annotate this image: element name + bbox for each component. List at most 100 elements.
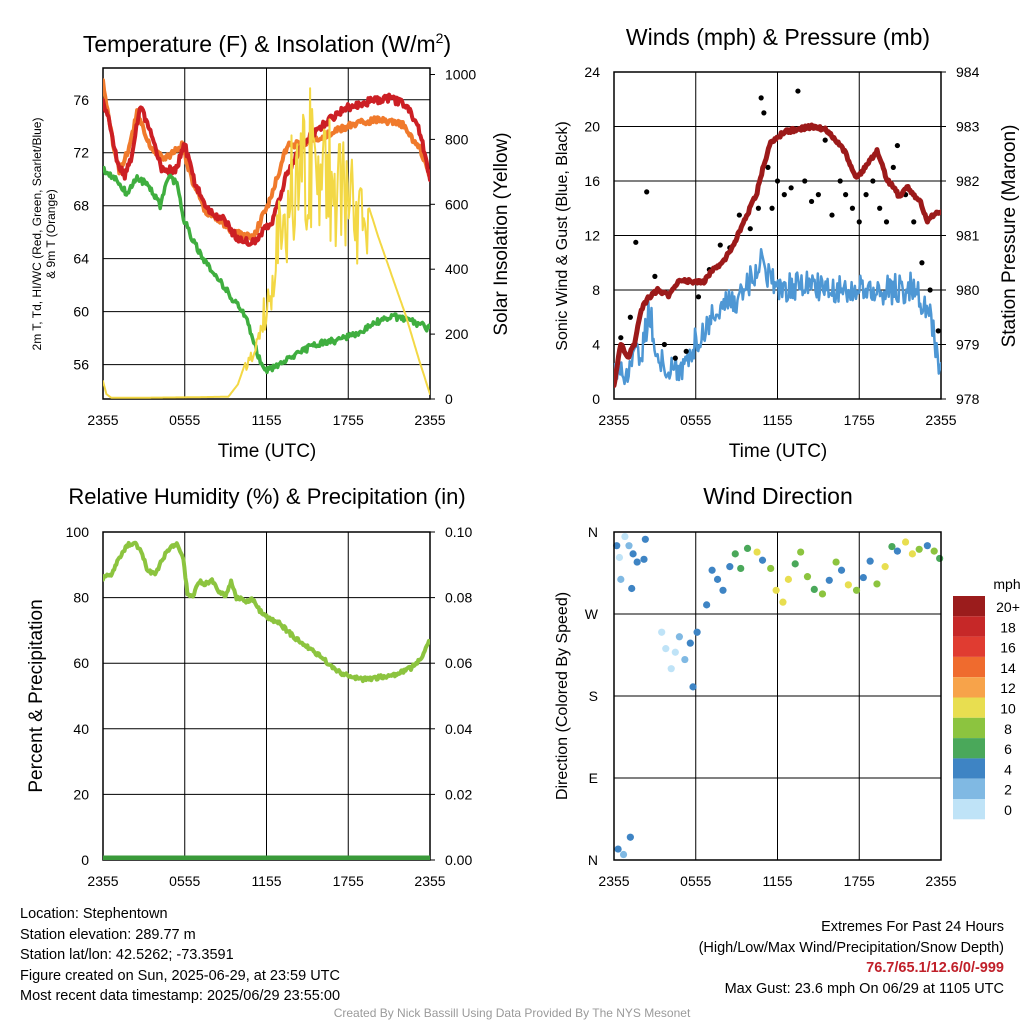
y-tick-label-right: 982 [956,173,980,189]
extremes-values: 76.7/65.1/12.6/0/-999 [866,960,1004,976]
y-tick-label-right: 0.02 [445,786,472,802]
x-tick-label: 1755 [844,873,875,889]
legend-swatch [953,778,985,799]
y-axis-label-right: Solar Insolation (Yellow) [491,132,512,335]
legend-swatch [953,717,985,739]
gust-point [815,192,821,198]
gust-point [774,178,781,184]
figure-created: Figure created on Sun, 2025-06-29, at 23… [20,967,340,984]
gust-point [761,110,767,116]
direction-point [893,547,902,555]
y-tick-label-left: 20 [73,786,89,802]
direction-point [667,665,675,673]
gust-point [890,164,896,170]
direction-point [779,598,787,606]
direction-point [825,576,833,584]
gust-point [927,287,933,293]
series-green [103,165,430,375]
x-tick-label: 2355 [598,412,629,428]
direction-point [719,586,727,594]
y-tick-label-right: 0.04 [445,721,472,737]
y-tick-label-right: 983 [956,119,980,135]
y-tick-label-left: 56 [73,357,89,373]
direction-point [915,545,923,553]
y-axis-label-right: Station Pressure (Maroon) [999,125,1020,348]
y-tick-label-left: N [588,524,598,540]
station-latlon: Station lat/lon: 42.5262; -73.3591 [20,947,234,963]
footer-credit: Created By Nick Bassill Using Data Provi… [333,1006,691,1020]
direction-point [614,845,622,853]
x-axis-label: Time (UTC) [218,441,317,462]
gust-point [843,192,849,198]
wind-series [614,88,941,389]
y-axis-label-left: 2m T, Td, HI/WC (Red, Green, Scarlet/Blu… [30,118,44,351]
legend-swatch [953,656,985,678]
direction-point [803,573,812,581]
gust-point [856,219,862,225]
direction-point [658,628,666,636]
gust-point [829,212,835,218]
panel-humidity: 0 20 40 60 80 100 0.00 0.02 0.04 0.06 0.08 0.10 2355… [26,484,472,889]
direction-point [619,850,628,859]
y-tick-label-left: N [588,852,598,868]
y-tick-label-left: S [589,688,598,704]
x-tick-label: 1155 [251,873,281,889]
plot-frame [613,531,942,861]
direction-point [731,550,739,558]
gust-point [644,189,650,195]
legend-label: 20+ [996,599,1020,615]
direction-point [852,586,861,594]
y-tick-label-right: 0.08 [445,590,472,606]
y-tick-label-right: 1000 [445,66,476,82]
direction-point [753,548,761,556]
y-tick-label-right: 200 [445,326,469,342]
direction-point [837,566,846,574]
direction-point [626,833,634,841]
direction-point [713,575,722,583]
direction-point [818,590,827,598]
y-tick-label-left: 68 [73,198,89,214]
plot-frame [613,71,942,400]
y-axis-label-left: Sonic Wind & Gust (Blue, Black) [554,121,571,350]
legend-title: mph [993,576,1020,592]
legend-swatch [953,616,985,637]
direction-point [662,645,670,653]
y-tick-label-left: E [589,770,598,786]
y-tick-label-right: 600 [445,196,469,212]
direction-point [613,542,621,550]
gust-point [747,226,753,232]
recent-timestamp: Most recent data timestamp: 2025/06/29 2… [20,988,341,1004]
chart-title: Relative Humidity (%) & Precipitation (i… [68,484,465,509]
y-tick-label-left: 24 [584,64,600,80]
direction-point [703,601,711,609]
y-tick-label-right: 0.06 [445,655,472,671]
station-elevation: Station elevation: 289.77 m [20,926,196,943]
station-info: Location: Stephentown Station elevation:… [20,904,340,1007]
legend-label: 18 [1000,619,1016,635]
gust-point [863,192,869,198]
y-axis-label-left-line2: & 9m T (Orange) [44,189,58,279]
direction-point [772,586,780,594]
legend-label: 6 [1004,741,1012,757]
gust-point [755,205,762,211]
direction-point [810,585,818,594]
x-tick-label: 0555 [680,873,711,889]
y-tick-label-left: 100 [66,524,90,540]
y-axis-label-left: Direction (Colored By Speed) [554,592,571,800]
direction-point [923,542,931,550]
gust-point [633,239,639,245]
gust-point [911,219,917,225]
direction-point [686,639,694,647]
gust-point [672,355,678,361]
legend-label: 16 [1000,640,1016,656]
y-tick-label-right: 800 [445,131,469,147]
x-tick-label: 1755 [333,412,364,428]
y-tick-label-right: 0 [445,391,453,407]
legend-swatch [953,636,985,657]
x-tick-label: 1755 [333,873,364,889]
direction-point [784,575,793,583]
direction-point [621,532,629,541]
y-tick-label-right: 980 [956,282,980,298]
x-tick-label: 2355 [87,873,118,889]
